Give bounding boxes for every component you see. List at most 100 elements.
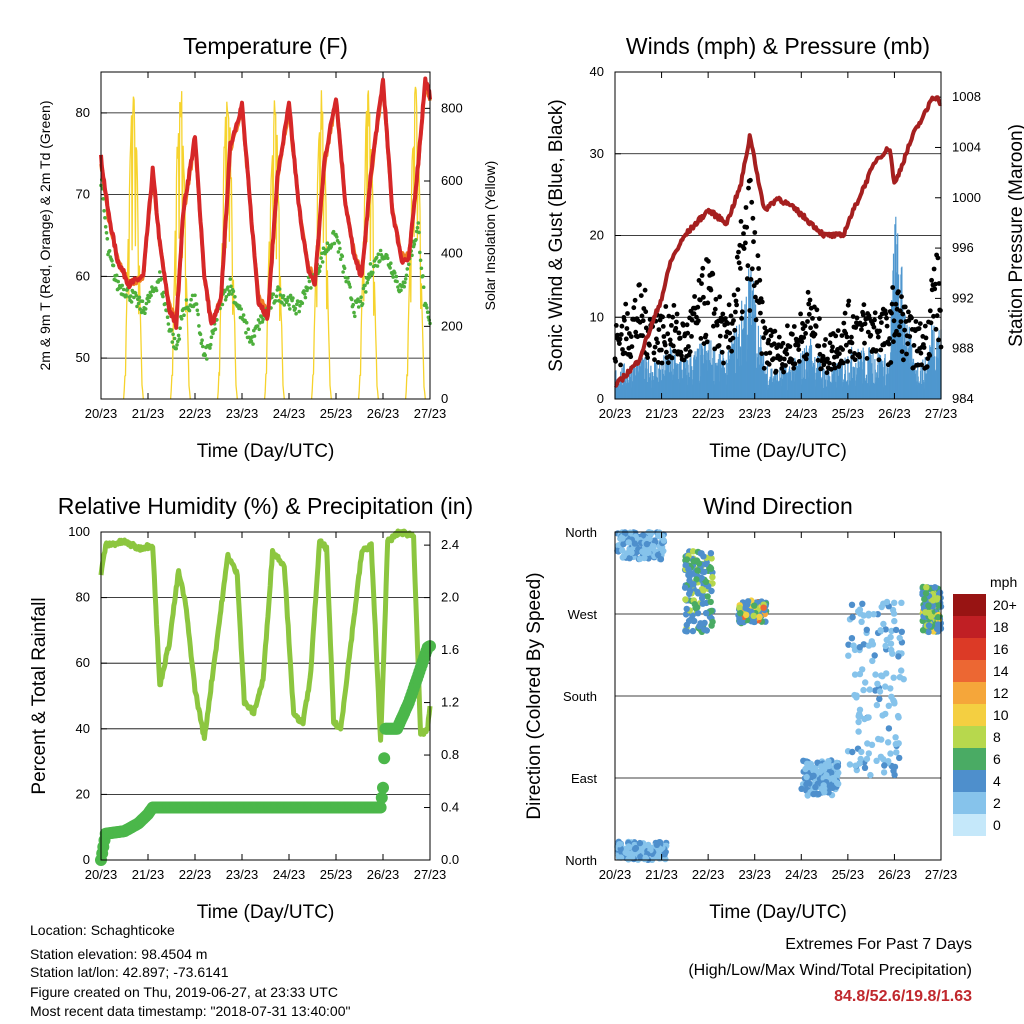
y-tick-label: 70: [76, 187, 90, 202]
gust-point: [795, 342, 801, 348]
gust-point: [911, 343, 917, 348]
dewpoint-point: [403, 280, 407, 285]
legend-label: 2: [993, 795, 1001, 811]
gust-point: [916, 326, 922, 331]
dewpoint-point: [200, 338, 204, 343]
gust-point: [810, 316, 815, 321]
gust-point: [890, 285, 896, 290]
direction-point: [845, 641, 852, 648]
direction-point: [893, 749, 900, 756]
direction-point: [639, 548, 646, 555]
gust-point: [929, 277, 934, 283]
gust-point: [891, 339, 896, 345]
dewpoint-point: [255, 324, 260, 328]
gust-point: [771, 356, 776, 361]
legend-label: 14: [993, 663, 1009, 679]
legend-label: 12: [993, 685, 1009, 701]
dewpoint-point: [203, 353, 207, 358]
dewpoint-point: [143, 311, 147, 316]
gust-point: [861, 302, 867, 308]
dewpoint-point: [273, 299, 278, 303]
gust-point: [839, 333, 845, 338]
gust-point: [618, 362, 623, 368]
gust-point: [807, 297, 813, 303]
gust-point: [875, 334, 881, 340]
dewpoint-point: [374, 255, 379, 260]
direction-point: [860, 686, 867, 694]
legend-swatch: [953, 726, 986, 748]
y2-tick-label: 0.8: [441, 747, 459, 762]
dewpoint-point: [425, 306, 429, 310]
direction-point: [882, 683, 889, 690]
gust-point: [891, 318, 897, 324]
dewpoint-point: [179, 317, 184, 321]
x-tick-label: 22/23: [692, 867, 725, 882]
location-text: Location: Schaghticoke: [30, 922, 175, 938]
gust-point: [726, 345, 731, 350]
direction-point: [887, 750, 894, 757]
gust-point: [705, 300, 711, 306]
gust-point: [733, 309, 738, 315]
direction-point: [626, 555, 633, 562]
direction-point: [709, 574, 716, 581]
gust-point: [716, 343, 722, 348]
solar-insolation-line: [310, 90, 332, 400]
legend-label: 0: [993, 817, 1001, 833]
x-tick-label: 20/23: [599, 406, 632, 421]
gust-point: [698, 336, 704, 341]
gust-point: [633, 329, 639, 335]
direction-point: [885, 725, 893, 732]
dewpoint-point: [175, 343, 179, 347]
dewpoint-point: [351, 302, 356, 307]
x-tick-label: 23/23: [738, 867, 771, 882]
dewpoint-point: [149, 293, 153, 298]
x-tick-label: 27/23: [414, 406, 447, 421]
gust-point: [637, 282, 642, 288]
direction-point: [876, 688, 884, 695]
dewpoint-point: [103, 216, 107, 220]
direction-point: [750, 612, 757, 619]
gust-point: [729, 348, 734, 354]
gust-point: [739, 309, 745, 315]
dewpoint-point: [161, 294, 165, 299]
gust-point: [827, 340, 833, 346]
dewpoint-point: [325, 241, 330, 245]
y-tick-label: 60: [76, 655, 90, 670]
temp-2m-line: [99, 76, 432, 330]
gust-point: [655, 340, 660, 346]
gust-point: [691, 311, 697, 316]
gust-point: [738, 219, 744, 224]
speed-legend: mph 20+ 18 16 14 12 10 8 6 4 2 0: [953, 574, 1017, 836]
y-tick-label: East: [571, 771, 597, 786]
gust-point: [785, 323, 790, 329]
direction-point: [929, 597, 937, 604]
direction-point: [616, 841, 623, 848]
gust-point: [898, 319, 904, 324]
dewpoint-point: [340, 254, 345, 258]
gust-point: [902, 327, 907, 333]
gust-point: [676, 330, 682, 336]
gust-point: [927, 353, 933, 358]
direction-point: [756, 613, 763, 620]
direction-point: [934, 614, 942, 621]
gust-point: [736, 260, 742, 266]
direction-point: [689, 548, 697, 555]
direction-point: [683, 556, 691, 563]
gust-point: [674, 319, 679, 325]
x-tick-label: 26/23: [878, 406, 911, 421]
direction-point: [623, 850, 631, 857]
direction-point: [872, 671, 879, 678]
gust-point: [852, 357, 858, 363]
legend-swatch: [953, 770, 986, 792]
chart-title: Temperature (F): [183, 33, 348, 59]
gust-point: [701, 294, 706, 300]
dewpoint-point: [378, 259, 382, 263]
gust-point: [860, 312, 866, 318]
x-tick-label: 20/23: [85, 867, 118, 882]
gust-point: [897, 308, 903, 314]
dewpoint-point: [349, 297, 354, 302]
dewpoint-point: [421, 285, 426, 290]
y2-tick-label: 600: [441, 173, 463, 188]
gust-point: [814, 307, 820, 313]
gust-point: [714, 322, 720, 328]
